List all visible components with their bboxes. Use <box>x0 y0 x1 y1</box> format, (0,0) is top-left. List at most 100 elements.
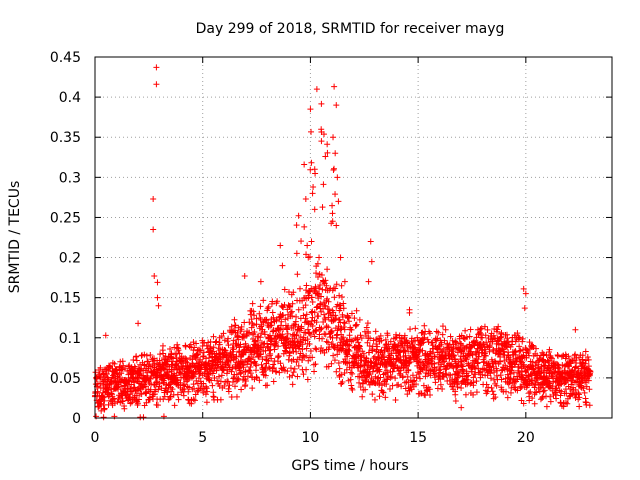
data-point <box>529 342 536 349</box>
data-point <box>341 320 348 327</box>
data-point <box>244 361 251 368</box>
data-point <box>547 393 554 400</box>
data-point <box>545 358 552 365</box>
data-point <box>225 335 232 342</box>
data-point <box>473 389 480 396</box>
data-point <box>535 361 542 368</box>
data-point <box>586 402 593 409</box>
data-point <box>472 371 479 378</box>
data-point <box>345 346 352 353</box>
data-point <box>308 238 315 245</box>
data-point <box>220 330 227 337</box>
data-point <box>293 250 300 257</box>
data-point <box>153 64 160 71</box>
data-point <box>376 393 383 400</box>
data-point <box>452 388 459 395</box>
data-point <box>498 333 505 340</box>
data-point <box>176 350 183 357</box>
data-point <box>295 362 302 369</box>
data-point <box>475 353 482 360</box>
data-point <box>307 106 314 113</box>
data-point <box>447 333 454 340</box>
data-point <box>330 352 337 359</box>
data-point <box>382 394 389 401</box>
data-point <box>380 389 387 396</box>
data-point <box>105 367 112 374</box>
data-point <box>129 368 136 375</box>
data-point <box>571 367 578 374</box>
data-point <box>278 318 285 325</box>
data-point <box>487 370 494 377</box>
data-point <box>543 393 550 400</box>
plot-frame <box>94 56 613 419</box>
data-point <box>331 165 337 172</box>
data-point <box>462 327 469 334</box>
x-tick-labels: 0 5 10 15 20 <box>91 430 535 446</box>
data-point <box>238 386 245 393</box>
data-point <box>119 397 126 404</box>
data-point <box>565 353 572 360</box>
data-point <box>463 334 470 341</box>
data-point <box>346 332 353 339</box>
data-point <box>519 338 526 345</box>
data-point <box>97 364 104 371</box>
data-point <box>226 382 233 389</box>
data-point <box>462 391 469 398</box>
data-point <box>333 281 340 288</box>
data-point <box>290 369 297 376</box>
data-point <box>313 270 320 277</box>
data-point <box>151 355 158 362</box>
data-point <box>421 334 428 341</box>
data-point <box>329 202 336 209</box>
data-point <box>240 364 247 371</box>
data-point <box>568 381 575 388</box>
data-point <box>498 367 505 374</box>
data-point <box>406 358 413 365</box>
data-point <box>572 386 579 393</box>
data-point <box>190 339 197 346</box>
data-point <box>321 330 328 337</box>
data-point <box>353 321 360 328</box>
data-point <box>480 359 487 366</box>
data-point <box>303 311 310 318</box>
data-point <box>445 352 452 359</box>
data-point <box>584 353 591 360</box>
data-point <box>442 326 449 333</box>
data-point <box>335 360 342 367</box>
data-point <box>137 385 144 392</box>
data-point <box>306 330 313 337</box>
data-point <box>280 312 287 319</box>
data-point <box>210 333 217 340</box>
data-point <box>497 372 504 379</box>
data-point <box>153 81 160 88</box>
data-point <box>217 378 224 385</box>
data-point <box>197 347 204 354</box>
data-point <box>290 348 297 355</box>
data-point <box>147 386 154 393</box>
data-point <box>466 333 473 340</box>
data-point <box>294 373 301 380</box>
data-point <box>143 352 150 359</box>
data-point <box>339 379 346 386</box>
data-point <box>314 260 321 267</box>
data-point <box>228 394 235 401</box>
data-point <box>426 392 433 399</box>
data-point <box>311 206 318 213</box>
data-point <box>554 361 561 368</box>
data-point <box>301 223 308 230</box>
data-point <box>295 306 302 313</box>
y-tick-label: 0.35 <box>50 130 81 146</box>
data-point <box>384 332 391 339</box>
data-point <box>420 361 427 368</box>
data-point <box>273 316 280 323</box>
data-point <box>209 370 216 377</box>
data-point <box>341 370 348 377</box>
data-point <box>234 376 241 383</box>
data-point <box>547 382 554 389</box>
data-point <box>309 354 316 361</box>
data-point <box>322 277 329 284</box>
data-point <box>222 347 229 354</box>
data-point <box>307 348 314 355</box>
data-point <box>330 167 337 174</box>
